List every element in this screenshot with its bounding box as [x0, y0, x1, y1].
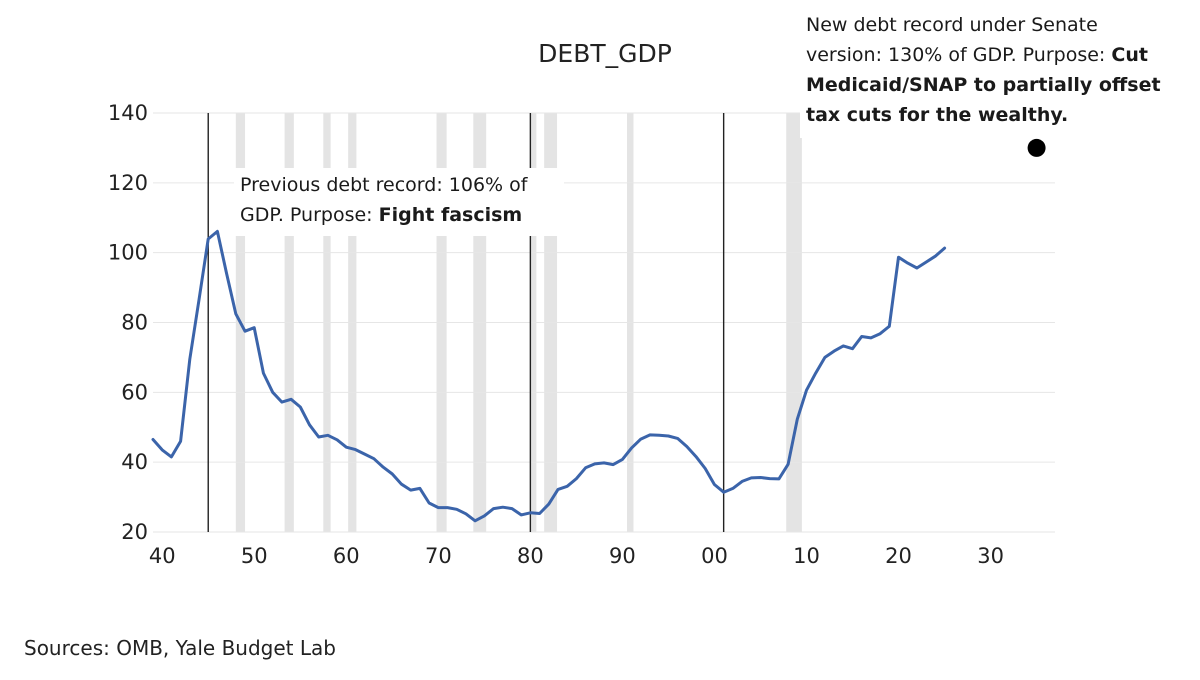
x-tick-label-10: 10	[793, 544, 820, 568]
point-layer	[1027, 138, 1046, 157]
annotation-left-line2b: Fight fascism	[378, 204, 523, 226]
chart-title: DEBT_GDP	[538, 39, 672, 68]
x-tick-label-70: 70	[425, 544, 452, 568]
annotation-previous-record: Previous debt record: 106% of GDP. Purpo…	[234, 168, 564, 236]
annotation-new-record: New debt record under Senate version: 13…	[800, 10, 1180, 138]
annotation-right-line1: New debt record under Senate	[806, 14, 1098, 36]
series-layer	[151, 229, 947, 523]
x-tick-label-60: 60	[333, 544, 360, 568]
y-tick-label-100: 100	[108, 241, 148, 265]
projected-point-0	[1027, 138, 1046, 157]
series-line-0	[151, 229, 947, 523]
y-tick-label-120: 120	[108, 171, 148, 195]
y-tick-label-80: 80	[121, 311, 148, 335]
x-tick-label-90: 90	[609, 544, 636, 568]
y-axis-ticks: 20 40 60 80 100 120 140	[108, 101, 148, 544]
x-tick-label-40: 40	[149, 544, 176, 568]
x-tick-label-50: 50	[241, 544, 268, 568]
x-tick-label-30: 30	[977, 544, 1004, 568]
annotation-right-line3-text: Medicaid/SNAP to partially offset	[806, 74, 1161, 96]
y-tick-label-140: 140	[108, 101, 148, 125]
sources-note: Sources: OMB, Yale Budget Lab	[24, 636, 336, 660]
annotation-right-line2: version: 130% of GDP. Purpose: Cut	[806, 40, 1174, 70]
annotation-right-line3: Medicaid/SNAP to partially offset	[806, 70, 1174, 100]
annotation-left-line2: GDP. Purpose: Fight fascism	[240, 200, 558, 230]
annotation-left-line1: Previous debt record: 106% of	[240, 174, 528, 196]
y-tick-label-40: 40	[121, 450, 148, 474]
annotation-right-line2a: version: 130% of GDP. Purpose:	[806, 44, 1112, 66]
annotation-right-line2b: Cut	[1111, 44, 1148, 66]
x-axis-ticks: 40 50 60 70 80 90 00 10 20 30	[149, 544, 1004, 568]
annotation-left-line2a: GDP. Purpose:	[240, 204, 379, 226]
annotation-right-line4-text: tax cuts for the wealthy.	[806, 104, 1069, 126]
x-tick-label-80: 80	[517, 544, 544, 568]
annotation-right-line4: tax cuts for the wealthy.	[806, 100, 1174, 130]
y-tick-label-60: 60	[121, 380, 148, 404]
x-tick-label-20: 20	[885, 544, 912, 568]
y-tick-label-20: 20	[121, 520, 148, 544]
x-tick-label-00: 00	[701, 544, 728, 568]
